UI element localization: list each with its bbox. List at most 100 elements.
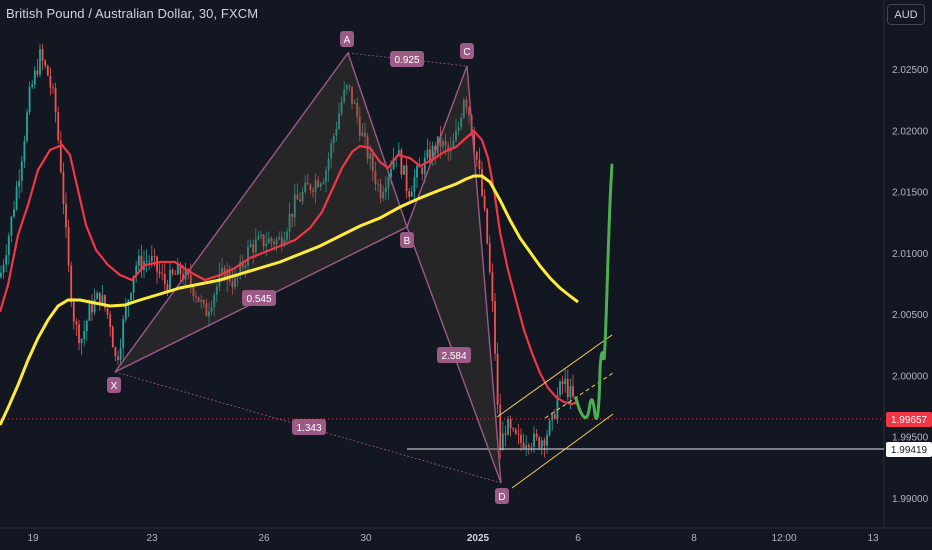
candle — [426, 138, 429, 161]
candle — [106, 307, 109, 319]
candle — [119, 338, 122, 366]
candle — [249, 239, 252, 248]
pattern-point-x[interactable]: X — [107, 377, 121, 393]
candle — [280, 231, 283, 252]
candle — [13, 200, 15, 219]
candle — [231, 270, 234, 295]
candle — [561, 376, 564, 395]
candle — [109, 310, 112, 337]
candle — [517, 423, 520, 445]
projection-path[interactable] — [574, 163, 614, 421]
candle — [234, 269, 236, 291]
channel-upper-line — [496, 334, 613, 418]
candle — [304, 175, 307, 194]
candle — [522, 433, 525, 450]
candle — [192, 284, 195, 302]
candle — [161, 264, 164, 281]
candle — [98, 292, 101, 311]
candle — [210, 300, 213, 316]
candle — [358, 106, 361, 142]
candle — [340, 96, 343, 117]
pattern-point-d[interactable]: D — [495, 488, 509, 504]
candle — [54, 82, 57, 123]
candle — [0, 265, 2, 279]
candle — [296, 183, 299, 200]
candle — [548, 418, 551, 437]
currency-button[interactable]: AUD — [887, 4, 925, 25]
candle — [410, 185, 413, 197]
time-axis-tick-5: 6 — [575, 533, 581, 544]
candle — [241, 254, 244, 275]
price-tags: 1.99657 1.99419 — [886, 412, 932, 457]
candle — [405, 158, 408, 199]
candle — [306, 173, 309, 185]
candle — [101, 284, 104, 306]
candle — [270, 236, 273, 248]
candle — [564, 369, 567, 393]
candle — [72, 297, 75, 330]
candle — [400, 147, 403, 179]
candle — [501, 421, 504, 451]
candle — [379, 178, 382, 203]
candle — [457, 121, 460, 136]
price-axis-tick-1: 2.02000 — [892, 126, 929, 137]
pattern-point-c[interactable]: C — [460, 43, 474, 59]
candle — [257, 230, 260, 241]
price-channel[interactable] — [496, 334, 614, 489]
candle — [556, 387, 559, 424]
candle — [18, 169, 21, 199]
candle — [384, 175, 387, 200]
candle — [309, 183, 312, 195]
pattern-bcd-triangle — [406, 65, 502, 484]
channel-lower-line — [511, 413, 614, 489]
candle — [382, 185, 385, 202]
pattern-point-a[interactable]: A — [340, 31, 354, 47]
candle — [140, 244, 143, 279]
candle — [416, 162, 418, 189]
candle — [156, 255, 158, 284]
fast-moving-average — [0, 129, 579, 406]
candle — [39, 43, 41, 78]
candle — [85, 319, 88, 341]
candle — [288, 201, 291, 243]
candle — [462, 97, 465, 120]
candle — [137, 249, 140, 271]
candle — [299, 191, 301, 203]
candle — [345, 84, 348, 96]
candle — [174, 269, 177, 275]
candle — [525, 435, 528, 457]
candle — [130, 292, 132, 303]
candle — [540, 437, 543, 456]
time-axis-tick-6: 8 — [691, 533, 697, 544]
candle — [127, 299, 130, 317]
candle — [26, 108, 28, 143]
candle — [59, 131, 62, 174]
candle — [254, 228, 257, 258]
candle — [343, 81, 346, 104]
candle — [80, 338, 83, 356]
pattern-point-b[interactable]: B — [400, 232, 414, 248]
candle — [260, 230, 262, 240]
candle — [374, 161, 377, 191]
candle — [252, 239, 255, 264]
candle — [377, 179, 379, 192]
candle — [327, 152, 330, 182]
price-axis-tick-3: 2.01000 — [892, 249, 929, 260]
candle — [496, 342, 499, 414]
candle — [166, 279, 169, 297]
candle — [546, 429, 548, 454]
candle — [468, 106, 470, 124]
price-axis-tick-6: 1.99500 — [892, 433, 929, 444]
pattern-point-label: D — [498, 492, 505, 503]
candle — [205, 298, 208, 317]
candle — [530, 442, 533, 453]
candle — [538, 435, 541, 450]
candle — [44, 59, 47, 69]
candle — [512, 427, 515, 433]
time-axis-tick-2: 26 — [258, 533, 270, 544]
candle — [335, 121, 338, 142]
candle — [52, 83, 54, 94]
candle — [221, 258, 223, 280]
candle — [278, 231, 281, 241]
